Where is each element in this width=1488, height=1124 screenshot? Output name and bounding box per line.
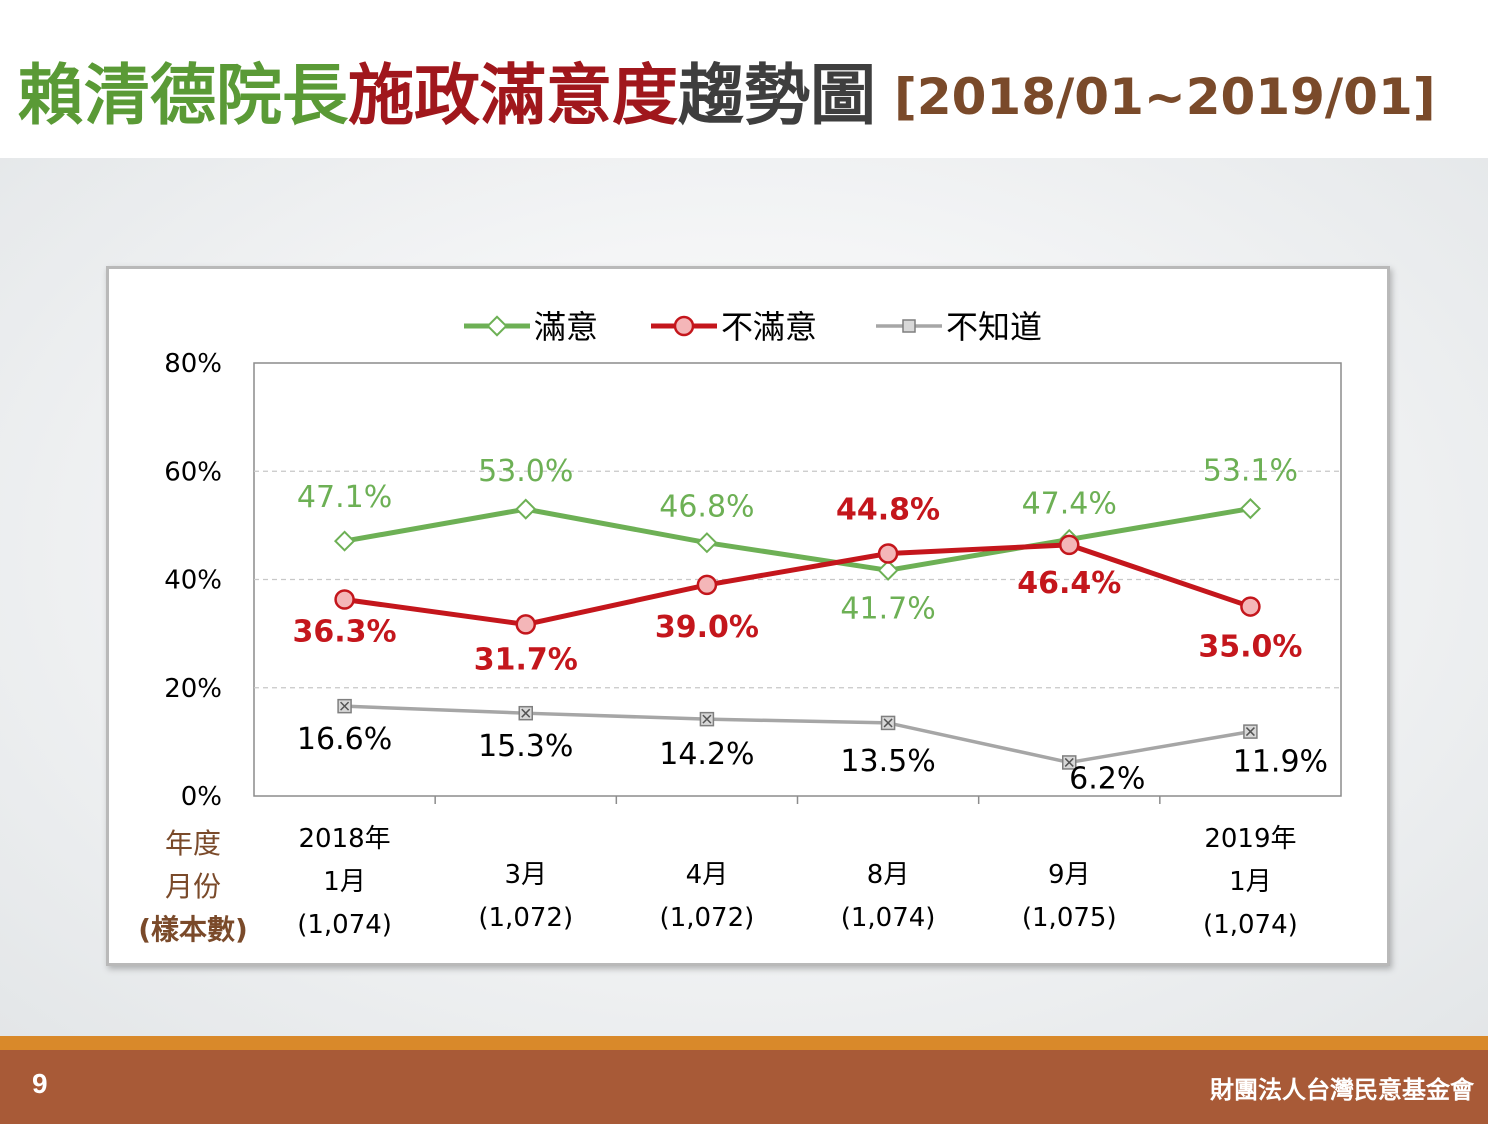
data-label: 31.7%: [474, 642, 578, 677]
x-category-label: (1,074): [1203, 910, 1298, 940]
y-tick-label: 60%: [164, 457, 222, 487]
legend-marker: [673, 315, 695, 337]
unknown-marker-cross: [521, 708, 531, 718]
legend-label: 滿意: [534, 308, 598, 346]
data-label: 41.7%: [840, 591, 935, 626]
unknown-marker-cross: [340, 701, 350, 711]
title-part-name: 賴清德院長: [18, 57, 348, 134]
x-category-label: 2018年: [298, 824, 390, 854]
y-tick-label: 80%: [164, 349, 222, 379]
data-label: 6.2%: [1069, 761, 1145, 796]
data-label: 15.3%: [478, 729, 573, 764]
data-label: 47.1%: [297, 480, 392, 515]
x-axis-title: 月份: [165, 870, 221, 903]
satisfied-marker: [333, 530, 356, 552]
series-line-1: [344, 542, 1252, 627]
legend-marker: [902, 319, 916, 333]
x-category-label: 1月: [1229, 867, 1272, 897]
satisfied-marker: [696, 532, 718, 554]
data-label: 46.8%: [659, 490, 754, 525]
title-part-type: 趨勢圖: [678, 57, 876, 134]
series-line-2: [344, 704, 1251, 765]
title-date-range: [2018/01~2019/01]: [894, 68, 1436, 126]
legend-marker: [486, 315, 508, 337]
x-category-label: (1,072): [478, 903, 573, 933]
y-tick-label: 0%: [181, 782, 222, 812]
page-number: 9: [32, 1068, 48, 1099]
data-label: 53.1%: [1203, 454, 1298, 489]
title-bar: 賴清德院長施政滿意度趨勢圖 [2018/01~2019/01]: [0, 0, 1488, 158]
line-chart: 0% 20% 40% 60% 80% 2018年 1月 (1,074) 3月 (1,072) 4月 (…: [138, 308, 1342, 946]
data-label: 35.0%: [1198, 630, 1302, 665]
dissatisfied-marker: [877, 543, 899, 564]
dissatisfied-marker: [515, 614, 536, 635]
data-label: 14.2%: [659, 737, 754, 772]
x-category-label: (1,075): [1022, 903, 1117, 933]
x-category-label: (1,074): [841, 903, 936, 933]
x-category-label: 2019年: [1204, 824, 1296, 854]
data-label: 36.3%: [293, 615, 397, 650]
x-category-label: 3月: [504, 860, 547, 890]
data-label: 46.4%: [1017, 566, 1121, 601]
x-axis-title: (樣本數): [138, 913, 248, 946]
legend-label: 不知道: [946, 308, 1042, 346]
data-label: 13.5%: [840, 744, 935, 779]
data-label: 39.0%: [655, 610, 759, 645]
x-category-label: 4月: [686, 860, 729, 890]
data-label: 47.4%: [1022, 486, 1117, 521]
x-category-label: 9月: [1048, 860, 1091, 890]
x-category-label: 1月: [323, 867, 366, 897]
data-label: 44.8%: [836, 493, 940, 528]
dissatisfied-marker: [696, 574, 718, 596]
y-tick-label: 20%: [164, 674, 222, 704]
x-category-label: (1,072): [660, 903, 755, 933]
dissatisfied-marker: [334, 589, 355, 610]
x-category-label: 8月: [867, 860, 910, 890]
satisfied-marker: [1239, 497, 1262, 520]
data-label: 16.6%: [297, 722, 392, 757]
satisfied-marker: [877, 559, 899, 581]
title-part-topic: 施政滿意度: [348, 57, 678, 134]
satisfied-marker: [515, 498, 537, 520]
slide-title: 賴清德院長施政滿意度趨勢圖 [2018/01~2019/01]: [18, 42, 1436, 138]
data-label: 53.0%: [478, 454, 573, 489]
dissatisfied-marker: [1059, 534, 1080, 556]
unknown-marker-cross: [883, 718, 893, 728]
legend-label: 不滿意: [721, 308, 817, 346]
x-category-label: (1,074): [297, 910, 392, 940]
y-tick-label: 40%: [164, 566, 222, 596]
unknown-marker-cross: [1245, 727, 1255, 737]
footer-bar: [0, 1050, 1488, 1124]
unknown-marker-cross: [1064, 757, 1074, 767]
series-line-0: [344, 506, 1251, 573]
organization-name: 財團法人台灣民意基金會: [1210, 1076, 1474, 1104]
x-axis-title: 年度: [165, 827, 221, 860]
footer-accent-line: [0, 1036, 1488, 1050]
unknown-marker-cross: [702, 714, 712, 724]
data-label: 11.9%: [1233, 745, 1328, 780]
dissatisfied-marker: [1240, 596, 1261, 617]
chart-frame: 0% 20% 40% 60% 80% 2018年 1月 (1,074) 3月 (1,072) 4月 (…: [106, 266, 1390, 966]
